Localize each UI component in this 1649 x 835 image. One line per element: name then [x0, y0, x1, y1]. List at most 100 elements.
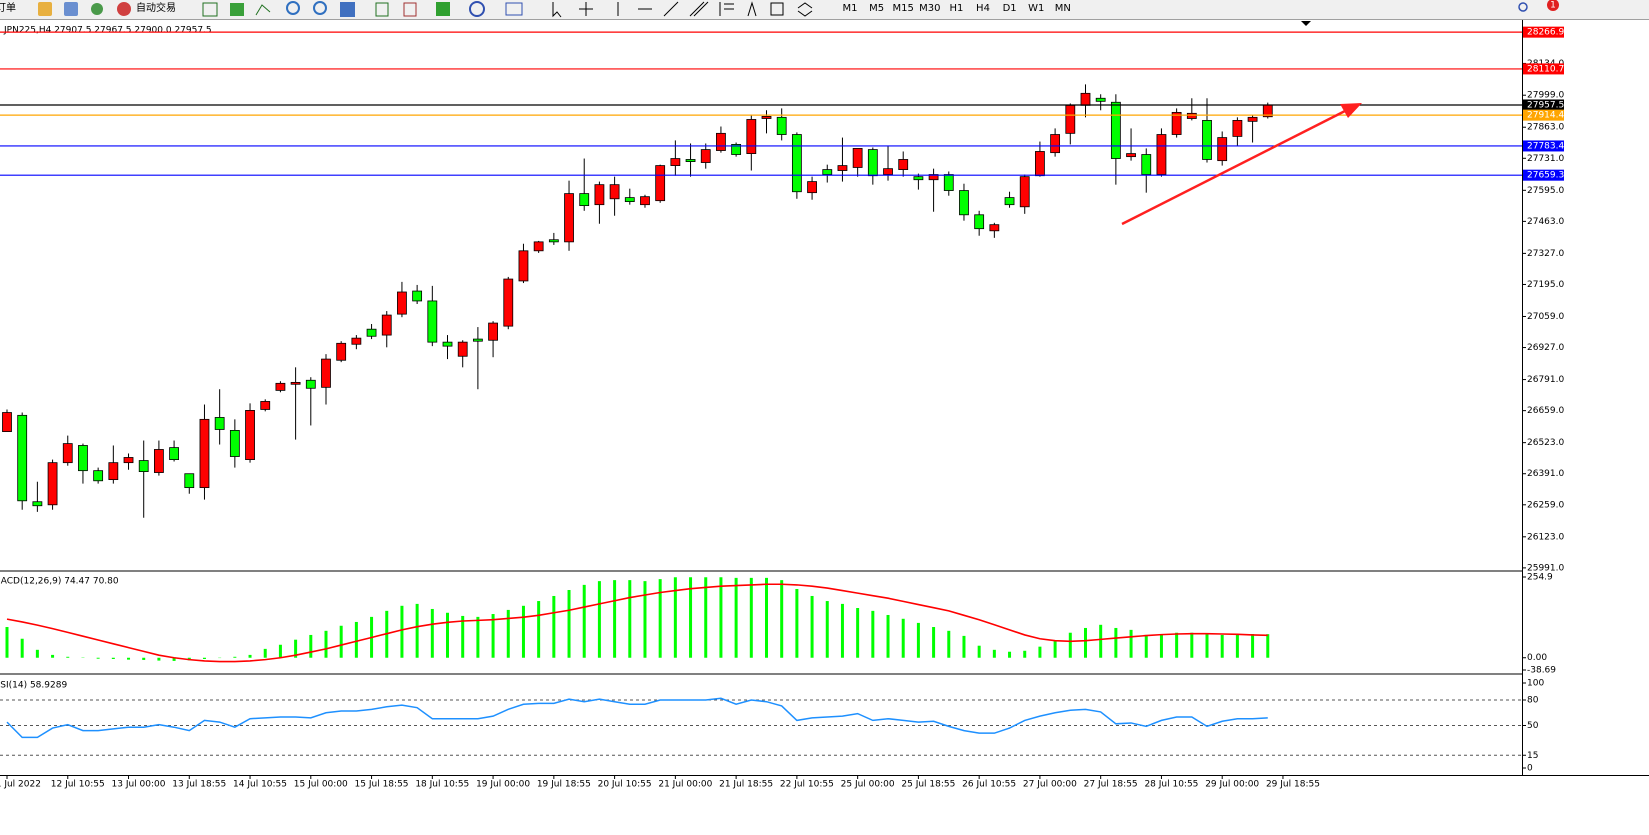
- fibo-tool[interactable]: [719, 2, 734, 16]
- candle-body: [518, 250, 529, 282]
- candle-body: [548, 239, 559, 243]
- candle-body: [153, 449, 164, 473]
- x-tick-label: 19 Jul 00:00: [476, 780, 530, 790]
- y-tick-label: 254.9: [1527, 573, 1553, 583]
- icon[interactable]: [38, 2, 52, 16]
- candle-body: [1171, 111, 1182, 135]
- timeframe-button[interactable]: W1: [1028, 3, 1044, 14]
- candle-body: [1019, 176, 1030, 208]
- candle-body: [245, 410, 255, 460]
- candle-body: [959, 190, 969, 216]
- price-label: 27914.4: [1527, 111, 1564, 121]
- autotrade-icon[interactable]: [117, 2, 131, 16]
- candle-body: [366, 328, 377, 337]
- indicator-label: RSI(14) 58.9289: [0, 681, 67, 691]
- icon[interactable]: [202, 2, 218, 17]
- text-tool[interactable]: [747, 1, 757, 17]
- candle-body: [746, 119, 757, 154]
- candle-body: [275, 382, 286, 391]
- candle-body: [1095, 97, 1106, 102]
- indicator-label: MACD(12,26,9) 74.47 70.80: [0, 577, 119, 587]
- candle-body: [1141, 154, 1152, 175]
- candle-body: [17, 414, 28, 502]
- x-tick-label: 27 Jul 18:55: [1084, 780, 1138, 790]
- y-tick-label: 15: [1527, 751, 1538, 761]
- label-tool[interactable]: [770, 2, 784, 16]
- y-tick-label: 0.00: [1527, 653, 1547, 663]
- candle-body: [1217, 137, 1228, 162]
- x-tick-label: 20 Jul 10:55: [598, 780, 652, 790]
- y-tick-label: 27327.0: [1527, 249, 1564, 259]
- candle-body: [533, 241, 544, 252]
- candle-body: [989, 224, 1000, 232]
- y-tick-label: 27595.0: [1527, 186, 1564, 196]
- timeframe-button[interactable]: MN: [1055, 3, 1071, 14]
- candle-body: [1156, 134, 1167, 175]
- autotrade-button[interactable]: 自动交易: [136, 1, 176, 14]
- crosshair-tool[interactable]: [579, 2, 593, 16]
- x-tick-label: 21 Jul 18:55: [719, 780, 773, 790]
- notification-count: 1: [1550, 1, 1556, 11]
- candle-body: [260, 401, 271, 410]
- icon[interactable]: [469, 1, 485, 17]
- candle-body: [1065, 104, 1076, 134]
- y-tick-label: 0: [1527, 764, 1533, 774]
- icon[interactable]: [340, 2, 355, 17]
- timeframe-group: M1 M5 M15 M30 H1 H4 D1 W1 MN: [843, 3, 1071, 14]
- zoom-in[interactable]: [286, 1, 300, 15]
- candle-body: [883, 168, 893, 175]
- x-tick-label: 18 Jul 10:55: [415, 780, 469, 790]
- y-tick-label: 26791.0: [1527, 375, 1564, 385]
- candle-body: [776, 116, 787, 135]
- y-tick-label: 26659.0: [1527, 406, 1564, 416]
- signal-line: [6, 583, 1268, 663]
- candle-body: [898, 159, 909, 170]
- icon[interactable]: [436, 2, 450, 16]
- arrows-tool[interactable]: [797, 2, 813, 17]
- timeframe-button[interactable]: M30: [919, 3, 940, 14]
- candle-body: [564, 193, 574, 243]
- timeframe-button[interactable]: M15: [893, 3, 914, 14]
- cursor-tool[interactable]: [552, 2, 562, 18]
- channel-tool[interactable]: [689, 1, 709, 17]
- icon[interactable]: [505, 2, 523, 16]
- candle-body: [32, 501, 43, 507]
- candle-body: [852, 148, 863, 168]
- icon[interactable]: [230, 3, 244, 16]
- icon[interactable]: [375, 2, 389, 17]
- order-button[interactable]: 订单: [0, 2, 16, 14]
- icon[interactable]: [91, 3, 103, 15]
- price-label: 27783.4: [1527, 141, 1564, 151]
- x-tick-label: 26 Jul 10:55: [962, 780, 1016, 790]
- chart-title: JPN225,H4 27907.5 27967.5 27900.0 27957.…: [3, 26, 212, 36]
- y-tick-label: 26927.0: [1527, 343, 1564, 353]
- candle-body: [1004, 197, 1015, 206]
- candle-body: [62, 443, 73, 464]
- x-tick-label: 15 Jul 00:00: [294, 780, 348, 790]
- search-icon[interactable]: [1518, 2, 1528, 12]
- price-label: 28110.7: [1527, 64, 1564, 74]
- x-tick-label: 22 Jul 10:55: [780, 780, 834, 790]
- candle-body: [381, 314, 392, 336]
- icon[interactable]: [64, 2, 78, 16]
- candle-body: [1050, 134, 1061, 154]
- notification-badge[interactable]: [1547, 0, 1559, 11]
- y-tick-label: 26391.0: [1527, 469, 1564, 479]
- zoom-out[interactable]: [313, 1, 327, 15]
- icon[interactable]: [403, 2, 417, 17]
- candle-body: [1035, 151, 1045, 177]
- timeframe-button[interactable]: H1: [949, 3, 963, 14]
- trendline-tool[interactable]: [663, 1, 679, 17]
- icon[interactable]: [255, 4, 271, 16]
- candle-body: [685, 159, 696, 162]
- timeframe-button[interactable]: M1: [843, 3, 858, 14]
- timeframe-button[interactable]: D1: [1003, 3, 1017, 14]
- timeframe-button[interactable]: H4: [976, 3, 990, 14]
- candle-body: [1126, 153, 1136, 158]
- candle-body: [2, 412, 12, 432]
- candle-body: [1186, 112, 1197, 119]
- candle-body: [1202, 119, 1212, 160]
- candle-body: [822, 169, 833, 175]
- timeframe-button[interactable]: M5: [869, 3, 884, 14]
